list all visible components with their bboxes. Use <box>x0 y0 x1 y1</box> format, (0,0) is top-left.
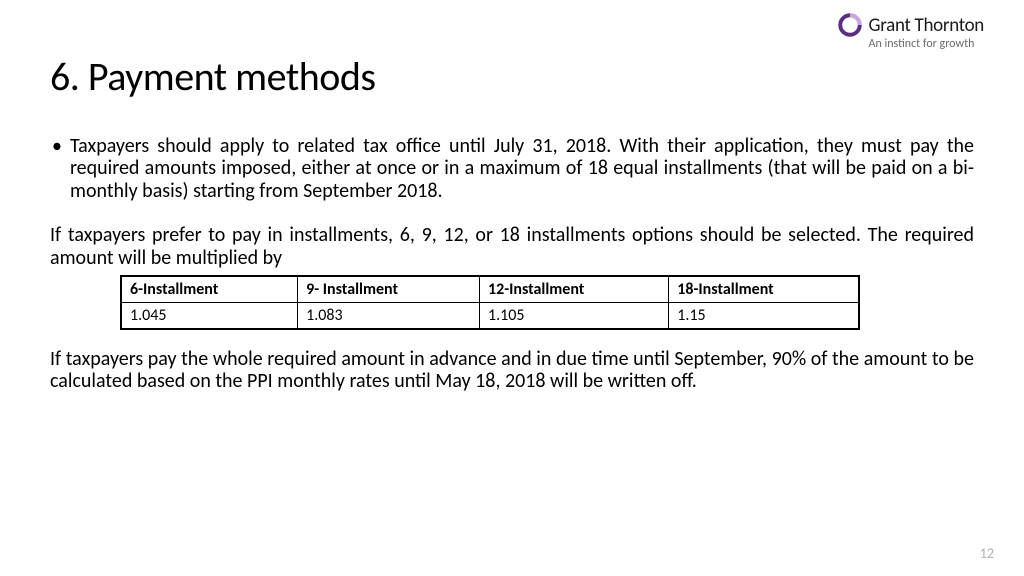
table-data-row: 1.045 1.083 1.105 1.15 <box>121 302 859 329</box>
logo-brand-text: Grant Thornton <box>869 14 984 37</box>
logo-row: Grant Thornton <box>837 12 984 38</box>
brand-logo: Grant Thornton An instinct for growth <box>837 12 984 51</box>
installment-table: 6-Installment 9- Installment 12-Installm… <box>120 275 860 330</box>
paragraph-3: If taxpayers pay the whole required amou… <box>50 348 974 393</box>
th-9: 9- Installment <box>298 276 480 303</box>
logo-ring-icon <box>837 12 863 38</box>
td-18: 1.15 <box>669 302 859 329</box>
td-6: 1.045 <box>121 302 298 329</box>
page-number: 12 <box>980 545 994 562</box>
bullet-text-1: Taxpayers should apply to related tax of… <box>70 135 974 202</box>
th-18: 18-Installment <box>669 276 859 303</box>
bullet-item-1: • Taxpayers should apply to related tax … <box>50 135 974 202</box>
td-12: 1.105 <box>479 302 668 329</box>
table-header-row: 6-Installment 9- Installment 12-Installm… <box>121 276 859 303</box>
td-9: 1.083 <box>298 302 480 329</box>
installment-table-wrap: 6-Installment 9- Installment 12-Installm… <box>120 275 974 330</box>
slide-title: 6. Payment methods <box>50 52 974 101</box>
paragraph-2: If taxpayers prefer to pay in installmen… <box>50 224 974 269</box>
bullet-marker: • <box>52 135 62 157</box>
th-12: 12-Installment <box>479 276 668 303</box>
logo-tagline: An instinct for growth <box>869 37 984 51</box>
th-6: 6-Installment <box>121 276 298 303</box>
